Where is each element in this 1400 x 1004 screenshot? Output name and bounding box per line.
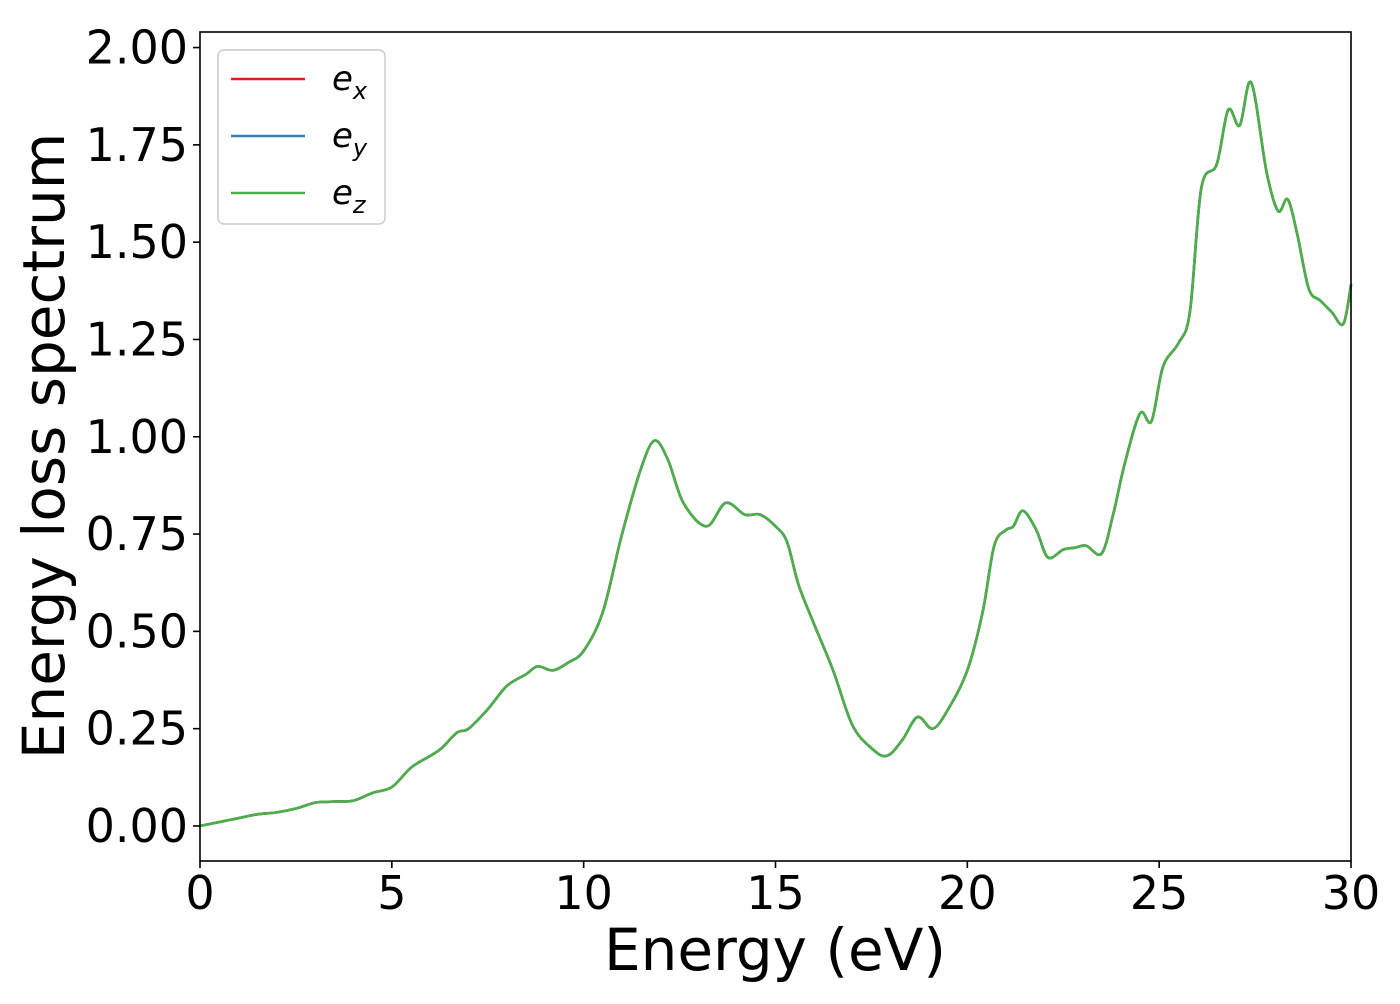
x-tick-label: 20 — [938, 866, 997, 920]
y-tick-label: 2.00 — [86, 21, 188, 75]
x-tick-label: 10 — [554, 866, 613, 920]
y-tick-label: 1.00 — [86, 410, 188, 464]
y-tick-label: 0.75 — [86, 507, 188, 561]
legend: ex ey ez — [217, 49, 386, 225]
y-tick-label: 0.25 — [86, 702, 188, 756]
y-tick-label: 0.00 — [86, 799, 188, 853]
legend-entries: ex ey ez — [231, 59, 368, 219]
x-tick-label: 25 — [1130, 866, 1189, 920]
y-tick-label: 1.50 — [86, 215, 188, 269]
y-tick-label: 0.50 — [86, 604, 188, 658]
y-tick-label: 1.75 — [86, 118, 188, 172]
y-tick-label: 1.25 — [86, 312, 188, 366]
legend-label-ez: ez — [332, 173, 367, 219]
legend-label-ex: ex — [332, 59, 368, 105]
legend-label-ey: ey — [332, 116, 368, 162]
series-layer — [198, 80, 1353, 828]
x-tick-label: 30 — [1322, 866, 1381, 920]
x-axis-label: Energy (eV) — [604, 916, 946, 984]
x-tick-label: 0 — [185, 866, 214, 920]
series-line-ez — [198, 80, 1353, 828]
x-tick-label: 5 — [377, 866, 406, 920]
x-axis-ticks: 0 5 10 15 20 25 30 — [185, 861, 1380, 920]
x-tick-label: 15 — [746, 866, 805, 920]
y-axis-ticks: 0.00 0.25 0.50 0.75 1.00 1.25 1.50 1.75 2.00 — [86, 21, 200, 853]
y-axis-label: Energy loss spectrum — [10, 133, 78, 759]
